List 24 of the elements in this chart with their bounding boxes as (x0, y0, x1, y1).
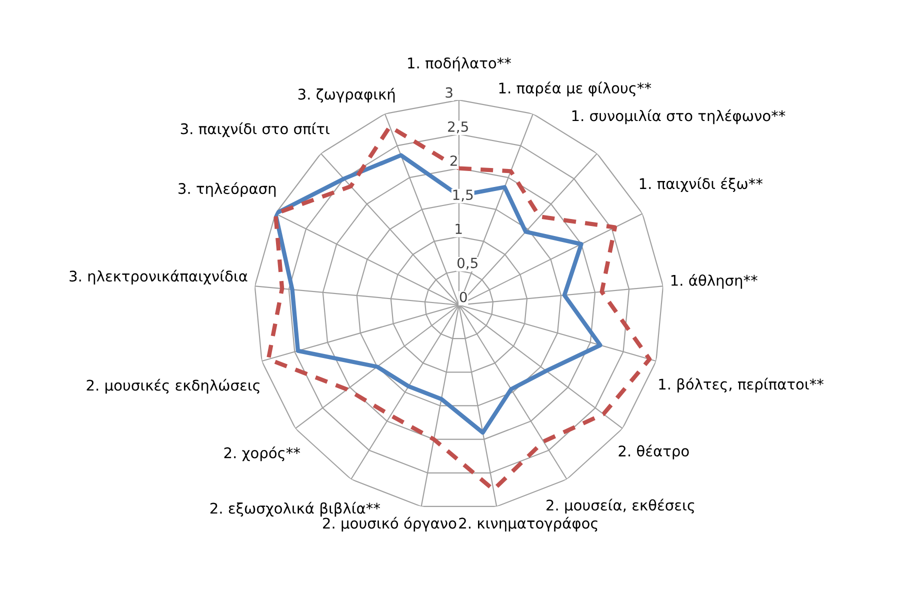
spoke-label: 1. άθληση** (671, 274, 758, 289)
spoke-label: 3. παιχνίδι στο σπίτι (180, 122, 330, 138)
spoke-label: 2. κινηματογράφος (459, 516, 598, 532)
spoke-label: 1. ποδήλατο** (408, 56, 511, 72)
spoke-label: 2. χορός** (224, 446, 300, 462)
spoke-label: 1. παρέα με φίλους** (499, 82, 652, 96)
spoke-label: 2. εξωσχολικά βιβλία** (210, 502, 380, 517)
spoke-label: 1. παιχνίδι έξω** (640, 177, 763, 192)
y-tick-label: 1 (456, 224, 462, 234)
spoke-label: 2. μουσεία, εκθέσεις (546, 498, 694, 514)
y-tick-label: 2,5 (448, 121, 468, 134)
spoke-label: 3. ζωγραφική (298, 88, 395, 103)
spoke-label: 3. ηλεκτρονικάπαιχνίδια (70, 270, 248, 284)
y-tick-label: 0,5 (457, 258, 478, 270)
y-tick-label: 0 (460, 292, 467, 302)
y-tick-label: 3 (446, 87, 452, 98)
y-tick-label: 2 (450, 155, 457, 166)
spoke-label: 1. βόλτες, περίπατοι** (659, 378, 824, 393)
spoke-label: 2. θέατρο (618, 444, 689, 460)
spoke-label: 3. τηλεόραση (178, 182, 276, 197)
spoke-label: 1. συνομιλία στο τηλέφωνο** (572, 109, 786, 124)
spoke-label: 2. μουσικό όργανο (323, 516, 456, 532)
y-tick-label: 1,5 (453, 190, 473, 202)
spoke-label: 2. μουσικές εκδηλώσεις (86, 378, 260, 394)
